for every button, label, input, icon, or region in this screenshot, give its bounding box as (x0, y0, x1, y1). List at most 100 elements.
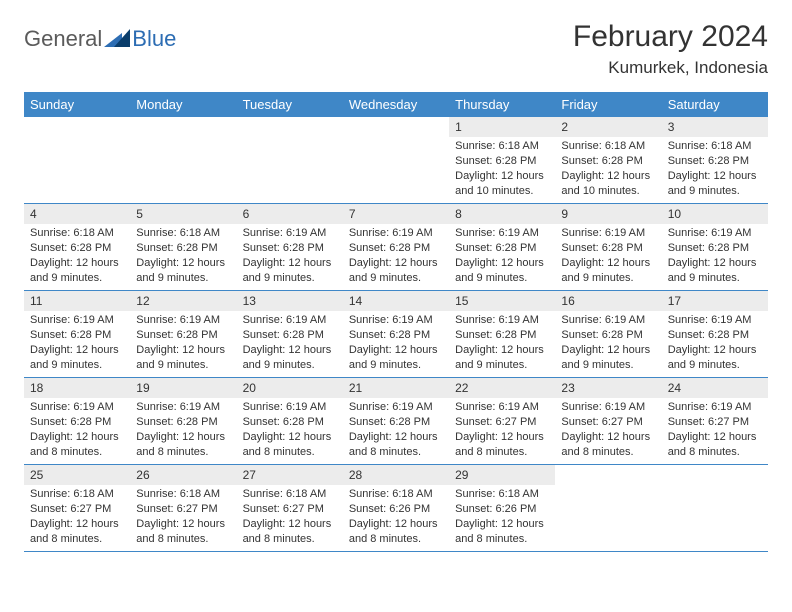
daylight-text: Daylight: 12 hours and 8 minutes. (668, 430, 762, 460)
sunrise-text: Sunrise: 6:19 AM (455, 226, 549, 241)
calendar-grid: 1Sunrise: 6:18 AMSunset: 6:28 PMDaylight… (24, 117, 768, 552)
day-details (343, 137, 449, 143)
day-details: Sunrise: 6:19 AMSunset: 6:28 PMDaylight:… (449, 311, 555, 376)
daylight-text: Daylight: 12 hours and 8 minutes. (30, 517, 124, 547)
sunset-text: Sunset: 6:27 PM (243, 502, 337, 517)
sunset-text: Sunset: 6:27 PM (136, 502, 230, 517)
sunrise-text: Sunrise: 6:19 AM (243, 400, 337, 415)
daylight-text: Daylight: 12 hours and 9 minutes. (561, 343, 655, 373)
sunset-text: Sunset: 6:27 PM (30, 502, 124, 517)
day-details (662, 485, 768, 491)
sunrise-text: Sunrise: 6:18 AM (243, 487, 337, 502)
sunset-text: Sunset: 6:28 PM (561, 154, 655, 169)
day-cell: 13Sunrise: 6:19 AMSunset: 6:28 PMDayligh… (237, 291, 343, 377)
day-details: Sunrise: 6:18 AMSunset: 6:28 PMDaylight:… (449, 137, 555, 202)
sunset-text: Sunset: 6:28 PM (349, 241, 443, 256)
day-cell: 20Sunrise: 6:19 AMSunset: 6:28 PMDayligh… (237, 378, 343, 464)
sunrise-text: Sunrise: 6:18 AM (136, 487, 230, 502)
day-details (24, 137, 130, 143)
day-number: 7 (343, 204, 449, 224)
day-details (555, 485, 661, 491)
day-details: Sunrise: 6:19 AMSunset: 6:28 PMDaylight:… (662, 224, 768, 289)
day-number: 27 (237, 465, 343, 485)
sunset-text: Sunset: 6:28 PM (243, 328, 337, 343)
sunset-text: Sunset: 6:28 PM (668, 241, 762, 256)
day-number: 1 (449, 117, 555, 137)
day-number: 26 (130, 465, 236, 485)
day-number: 28 (343, 465, 449, 485)
sunrise-text: Sunrise: 6:19 AM (349, 226, 443, 241)
sunset-text: Sunset: 6:28 PM (455, 328, 549, 343)
day-number: 16 (555, 291, 661, 311)
daylight-text: Daylight: 12 hours and 9 minutes. (349, 343, 443, 373)
weekday-header: Thursday (449, 92, 555, 117)
sunrise-text: Sunrise: 6:19 AM (349, 400, 443, 415)
day-details: Sunrise: 6:18 AMSunset: 6:26 PMDaylight:… (343, 485, 449, 550)
day-details: Sunrise: 6:19 AMSunset: 6:28 PMDaylight:… (343, 311, 449, 376)
day-cell: 24Sunrise: 6:19 AMSunset: 6:27 PMDayligh… (662, 378, 768, 464)
day-details: Sunrise: 6:19 AMSunset: 6:28 PMDaylight:… (24, 398, 130, 463)
sunset-text: Sunset: 6:28 PM (243, 415, 337, 430)
day-cell: 9Sunrise: 6:19 AMSunset: 6:28 PMDaylight… (555, 204, 661, 290)
day-details: Sunrise: 6:18 AMSunset: 6:27 PMDaylight:… (24, 485, 130, 550)
day-number: 3 (662, 117, 768, 137)
sunrise-text: Sunrise: 6:18 AM (30, 226, 124, 241)
day-number (130, 117, 236, 137)
daylight-text: Daylight: 12 hours and 9 minutes. (30, 256, 124, 286)
sunrise-text: Sunrise: 6:19 AM (136, 313, 230, 328)
weekday-header: Tuesday (237, 92, 343, 117)
weekday-header: Friday (555, 92, 661, 117)
day-number (662, 465, 768, 485)
brand-mark-icon (104, 29, 130, 49)
daylight-text: Daylight: 12 hours and 10 minutes. (455, 169, 549, 199)
day-cell: 22Sunrise: 6:19 AMSunset: 6:27 PMDayligh… (449, 378, 555, 464)
sunrise-text: Sunrise: 6:19 AM (243, 313, 337, 328)
day-cell: 10Sunrise: 6:19 AMSunset: 6:28 PMDayligh… (662, 204, 768, 290)
brand-word-2: Blue (132, 26, 176, 52)
sunset-text: Sunset: 6:28 PM (243, 241, 337, 256)
sunrise-text: Sunrise: 6:18 AM (136, 226, 230, 241)
day-details: Sunrise: 6:18 AMSunset: 6:28 PMDaylight:… (130, 224, 236, 289)
day-cell: 21Sunrise: 6:19 AMSunset: 6:28 PMDayligh… (343, 378, 449, 464)
day-cell: 8Sunrise: 6:19 AMSunset: 6:28 PMDaylight… (449, 204, 555, 290)
day-cell: 15Sunrise: 6:19 AMSunset: 6:28 PMDayligh… (449, 291, 555, 377)
weekday-header-row: Sunday Monday Tuesday Wednesday Thursday… (24, 92, 768, 117)
sunset-text: Sunset: 6:27 PM (455, 415, 549, 430)
sunrise-text: Sunrise: 6:19 AM (136, 400, 230, 415)
sunrise-text: Sunrise: 6:19 AM (455, 313, 549, 328)
day-cell: 19Sunrise: 6:19 AMSunset: 6:28 PMDayligh… (130, 378, 236, 464)
calendar-week-row: 11Sunrise: 6:19 AMSunset: 6:28 PMDayligh… (24, 291, 768, 378)
day-number: 19 (130, 378, 236, 398)
sunset-text: Sunset: 6:28 PM (455, 154, 549, 169)
sunrise-text: Sunrise: 6:18 AM (349, 487, 443, 502)
sunset-text: Sunset: 6:26 PM (349, 502, 443, 517)
day-number: 15 (449, 291, 555, 311)
daylight-text: Daylight: 12 hours and 9 minutes. (668, 256, 762, 286)
daylight-text: Daylight: 12 hours and 8 minutes. (30, 430, 124, 460)
day-details: Sunrise: 6:18 AMSunset: 6:28 PMDaylight:… (24, 224, 130, 289)
daylight-text: Daylight: 12 hours and 8 minutes. (455, 517, 549, 547)
day-number: 25 (24, 465, 130, 485)
day-cell: 18Sunrise: 6:19 AMSunset: 6:28 PMDayligh… (24, 378, 130, 464)
day-number: 23 (555, 378, 661, 398)
daylight-text: Daylight: 12 hours and 9 minutes. (136, 256, 230, 286)
day-details: Sunrise: 6:19 AMSunset: 6:28 PMDaylight:… (449, 224, 555, 289)
day-details: Sunrise: 6:19 AMSunset: 6:28 PMDaylight:… (130, 398, 236, 463)
day-details: Sunrise: 6:19 AMSunset: 6:27 PMDaylight:… (555, 398, 661, 463)
day-details: Sunrise: 6:19 AMSunset: 6:28 PMDaylight:… (662, 311, 768, 376)
day-cell: 25Sunrise: 6:18 AMSunset: 6:27 PMDayligh… (24, 465, 130, 551)
day-number: 11 (24, 291, 130, 311)
calendar-week-row: 18Sunrise: 6:19 AMSunset: 6:28 PMDayligh… (24, 378, 768, 465)
sunset-text: Sunset: 6:27 PM (561, 415, 655, 430)
calendar-week-row: 25Sunrise: 6:18 AMSunset: 6:27 PMDayligh… (24, 465, 768, 552)
day-details: Sunrise: 6:18 AMSunset: 6:27 PMDaylight:… (237, 485, 343, 550)
day-details: Sunrise: 6:19 AMSunset: 6:27 PMDaylight:… (449, 398, 555, 463)
daylight-text: Daylight: 12 hours and 8 minutes. (349, 517, 443, 547)
day-number: 5 (130, 204, 236, 224)
sunset-text: Sunset: 6:28 PM (561, 328, 655, 343)
sunset-text: Sunset: 6:28 PM (668, 328, 762, 343)
day-details: Sunrise: 6:19 AMSunset: 6:28 PMDaylight:… (130, 311, 236, 376)
day-details: Sunrise: 6:19 AMSunset: 6:28 PMDaylight:… (24, 311, 130, 376)
daylight-text: Daylight: 12 hours and 8 minutes. (455, 430, 549, 460)
day-cell (343, 117, 449, 203)
